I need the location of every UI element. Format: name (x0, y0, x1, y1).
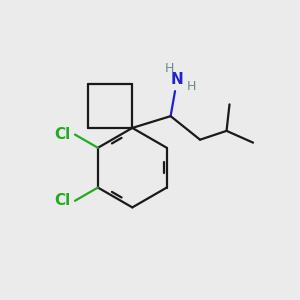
Text: H: H (164, 62, 174, 75)
Text: Cl: Cl (54, 193, 70, 208)
Text: N: N (170, 72, 183, 87)
Text: Cl: Cl (54, 127, 70, 142)
Text: H: H (187, 80, 196, 93)
